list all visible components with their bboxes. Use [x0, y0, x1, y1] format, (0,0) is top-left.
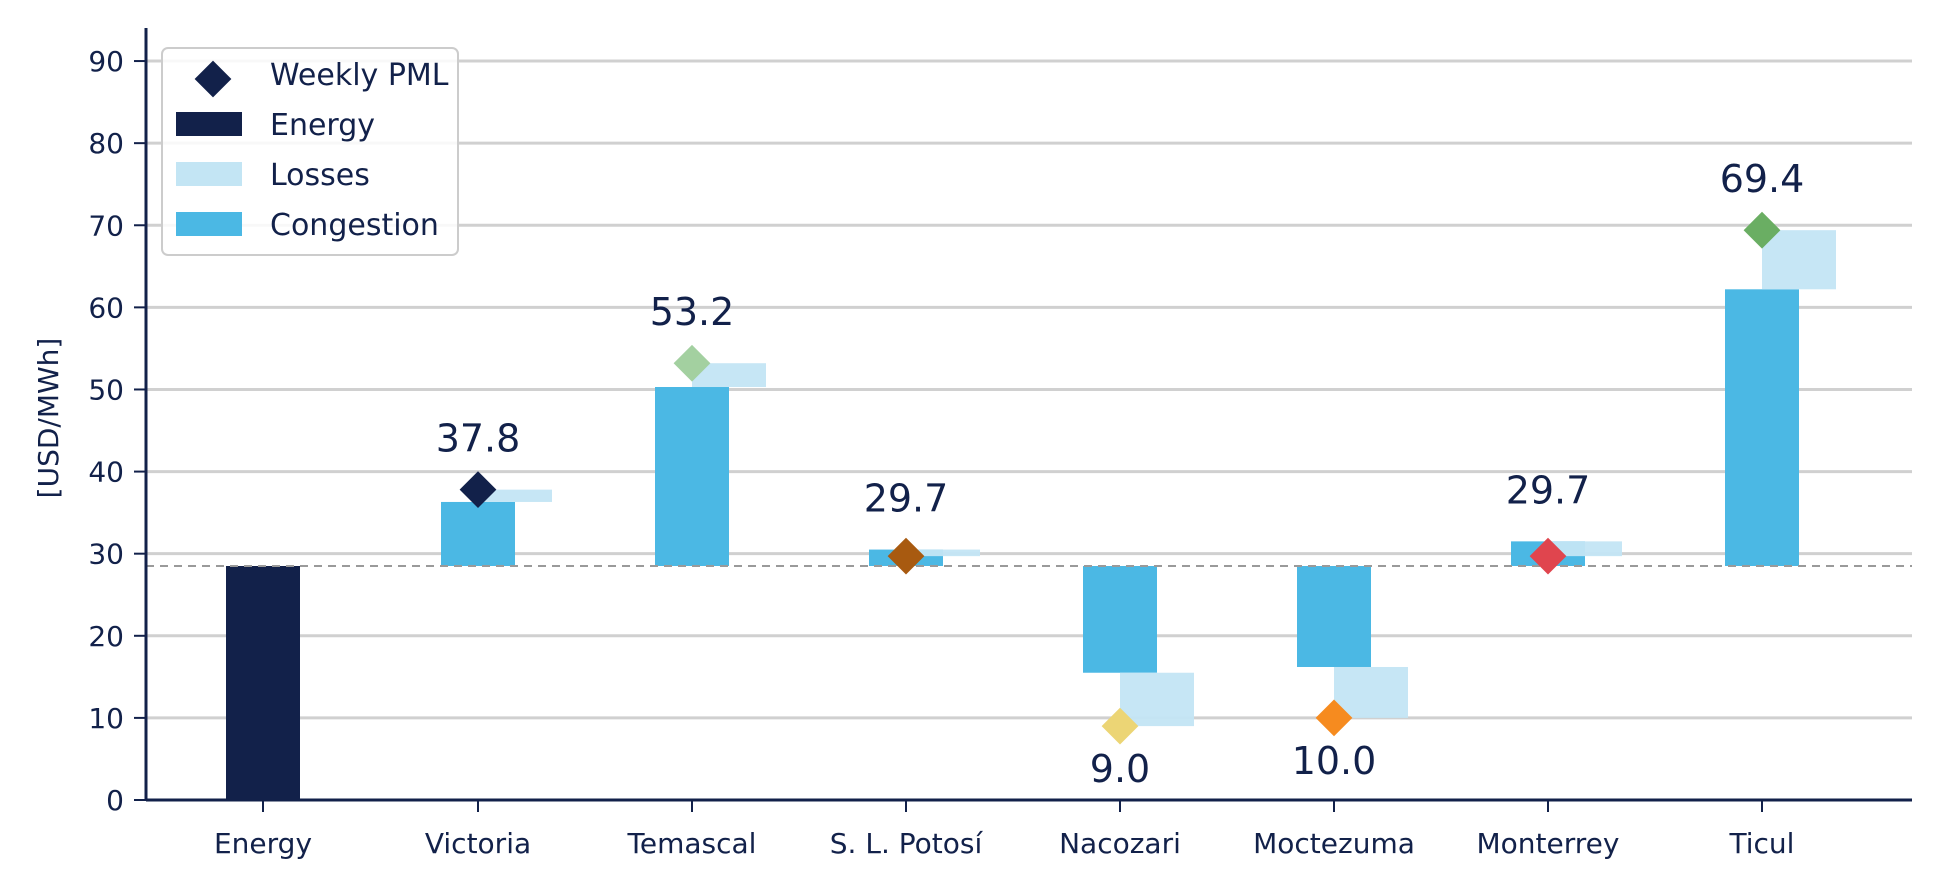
pml-value-label-4: 10.0 [1292, 739, 1377, 783]
pml-value-label-1: 53.2 [650, 290, 735, 334]
y-tick-label-90: 90 [88, 45, 124, 78]
legend: Weekly PML Energy Losses Congestion [161, 47, 459, 256]
losses-bar-0 [478, 489, 552, 502]
losses-bar-6 [1762, 230, 1836, 290]
pml-value-label-2: 29.7 [864, 477, 949, 521]
x-tick-label-4: Nacozari [1059, 827, 1181, 860]
value-labels: 37.8 53.2 29.7 9.0 10.0 29.7 69.4 [436, 157, 1805, 791]
y-tick-label-70: 70 [88, 209, 124, 242]
legend-label-energy: Energy [270, 108, 375, 143]
y-tick-label-30: 30 [88, 538, 124, 571]
x-tick-label-6: Monterrey [1477, 827, 1620, 860]
congestion-bar-4 [1297, 566, 1371, 667]
legend-label-congestion: Congestion [270, 208, 439, 243]
x-tick-label-5: Moctezuma [1253, 827, 1415, 860]
pml-value-label-3: 9.0 [1090, 747, 1150, 791]
axes: 0 10 20 30 40 50 60 70 80 90 Energy Victoria Temasca… [88, 28, 1912, 860]
x-tick-label-3: S. L. Potosí [830, 827, 984, 860]
x-tick-label-1: Victoria [425, 827, 531, 860]
y-tick-label-40: 40 [88, 456, 124, 489]
pml-value-label-0: 37.8 [436, 417, 521, 461]
pml-value-label-6: 69.4 [1720, 157, 1805, 201]
legend-pml-marker [194, 60, 232, 98]
y-tick-label-80: 80 [88, 127, 124, 160]
legend-label-losses: Losses [270, 158, 370, 193]
legend-congestion-swatch [176, 212, 242, 236]
y-tick-label-20: 20 [88, 620, 124, 653]
y-tick-label-60: 60 [88, 291, 124, 324]
y-axis-label: [USD/MWh] [32, 338, 65, 499]
congestion-bar-6 [1725, 289, 1799, 566]
losses-bar-1 [692, 363, 766, 388]
energy-bar [226, 566, 300, 800]
congestion-bar-1 [655, 387, 729, 566]
legend-frame [161, 47, 459, 256]
y-tick-label-10: 10 [88, 702, 124, 735]
pml-value-label-5: 29.7 [1506, 468, 1591, 512]
pml-marker-3 [1101, 707, 1139, 745]
losses-bar-3 [1120, 672, 1194, 727]
pml-marker-6 [1743, 211, 1781, 249]
y-tick-label-0: 0 [106, 784, 124, 817]
legend-label-pml: Weekly PML [270, 58, 449, 93]
bars [146, 230, 1912, 800]
legend-losses-swatch [176, 162, 242, 186]
x-tick-label-0: Energy [214, 827, 312, 860]
pml-marker-2 [887, 537, 925, 575]
losses-bar-5 [1548, 541, 1622, 557]
congestion-bar-3 [1083, 566, 1157, 673]
losses-bar-4 [1334, 666, 1408, 718]
y-tick-label-50: 50 [88, 373, 124, 406]
pml-marker-1 [673, 344, 711, 382]
x-tick-label-7: Ticul [1729, 827, 1795, 860]
congestion-bar-0 [441, 501, 515, 566]
x-tick-label-2: Temascal [627, 827, 757, 860]
pml-marker-5 [1529, 537, 1567, 575]
legend-energy-swatch [176, 112, 242, 136]
pml-marker-4 [1315, 699, 1353, 737]
pml-markers [459, 211, 1781, 745]
losses-bar-2 [906, 549, 980, 557]
pml-marker-0 [459, 471, 497, 509]
